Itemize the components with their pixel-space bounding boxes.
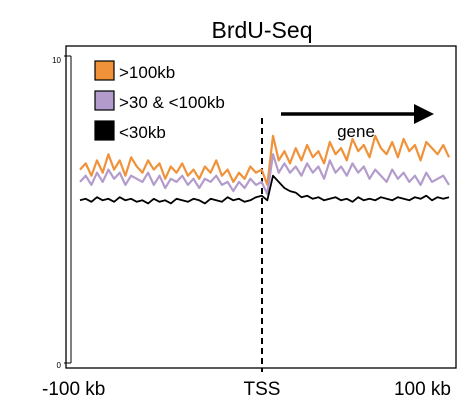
x-tick-label-left: -100 kb (42, 379, 105, 400)
series-line-0 (79, 134, 450, 186)
gene-label: gene (337, 122, 375, 141)
legend-label-100kb: >100kb (119, 63, 175, 82)
series-line-2 (79, 174, 450, 205)
series-line-1 (79, 153, 450, 196)
x-tick-label-center: TSS (244, 379, 281, 400)
legend-label-30-100kb: >30 & <100kb (119, 93, 225, 112)
x-tick-label-right: 100 kb (394, 379, 451, 400)
legend-label-30kb: <30kb (119, 123, 166, 142)
series-group (79, 134, 450, 205)
gene-arrow-head (414, 104, 434, 124)
chart-title: BrdU-Seq (212, 17, 313, 43)
legend-swatch-30-100kb (94, 90, 115, 111)
y-tick-label-bottom: 0 (57, 361, 62, 370)
legend-swatch-100kb (94, 60, 115, 81)
y-tick-label-top: 10 (52, 56, 61, 65)
legend-swatch-30kb (94, 120, 115, 141)
legend: >100kb >30 & <100kb <30kb (94, 60, 225, 142)
